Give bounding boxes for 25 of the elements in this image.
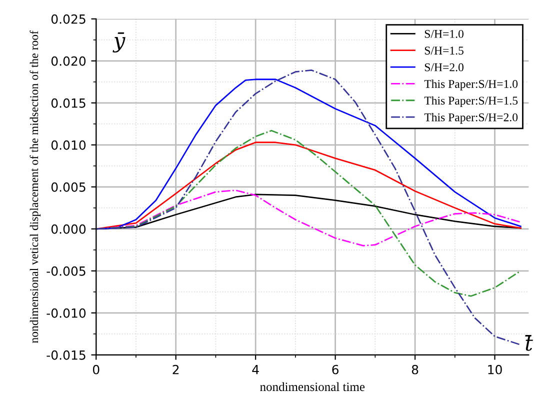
legend-label: S/H=1.5 [424, 46, 464, 55]
legend-label: S/H=1.0 [424, 30, 464, 38]
legend-label: This Paper:S/H=2.0 [424, 113, 518, 124]
x-tick-label: 4 [252, 365, 259, 374]
y-tick-label: -0.010 [46, 308, 86, 318]
y-tick-label: -0.015 [46, 350, 86, 360]
y-tick-label: 0.000 [51, 224, 86, 234]
x-tick-label: 2 [172, 364, 179, 374]
y-tick-label: 0.015 [51, 98, 86, 108]
y-tick-label: -0.005 [46, 266, 86, 276]
x-tick-label: 8 [412, 364, 418, 374]
x-tick-label: 6 [332, 364, 338, 374]
legend-label: This Paper:S/H=1.5 [424, 96, 518, 108]
annotation: t̄ [525, 335, 534, 351]
legend-label: S/H=2.0 [424, 63, 464, 72]
y-tick-label: 0.020 [51, 56, 86, 66]
y-axis-title: nondimensional vetical displacement of the midsection of the roof [30, 30, 41, 344]
x-axis-title: nondimensional time [260, 382, 365, 392]
y-tick-label: 0.005 [51, 182, 86, 192]
y-tick-label: 0.010 [51, 140, 86, 150]
x-tick-label: 10 [488, 364, 502, 374]
legend-label: This Paper:S/H=1.0 [424, 80, 518, 90]
y-tick-label: 0.025 [51, 14, 86, 24]
x-tick-label: 0 [92, 364, 100, 374]
annotation: ȳ [112, 32, 126, 52]
